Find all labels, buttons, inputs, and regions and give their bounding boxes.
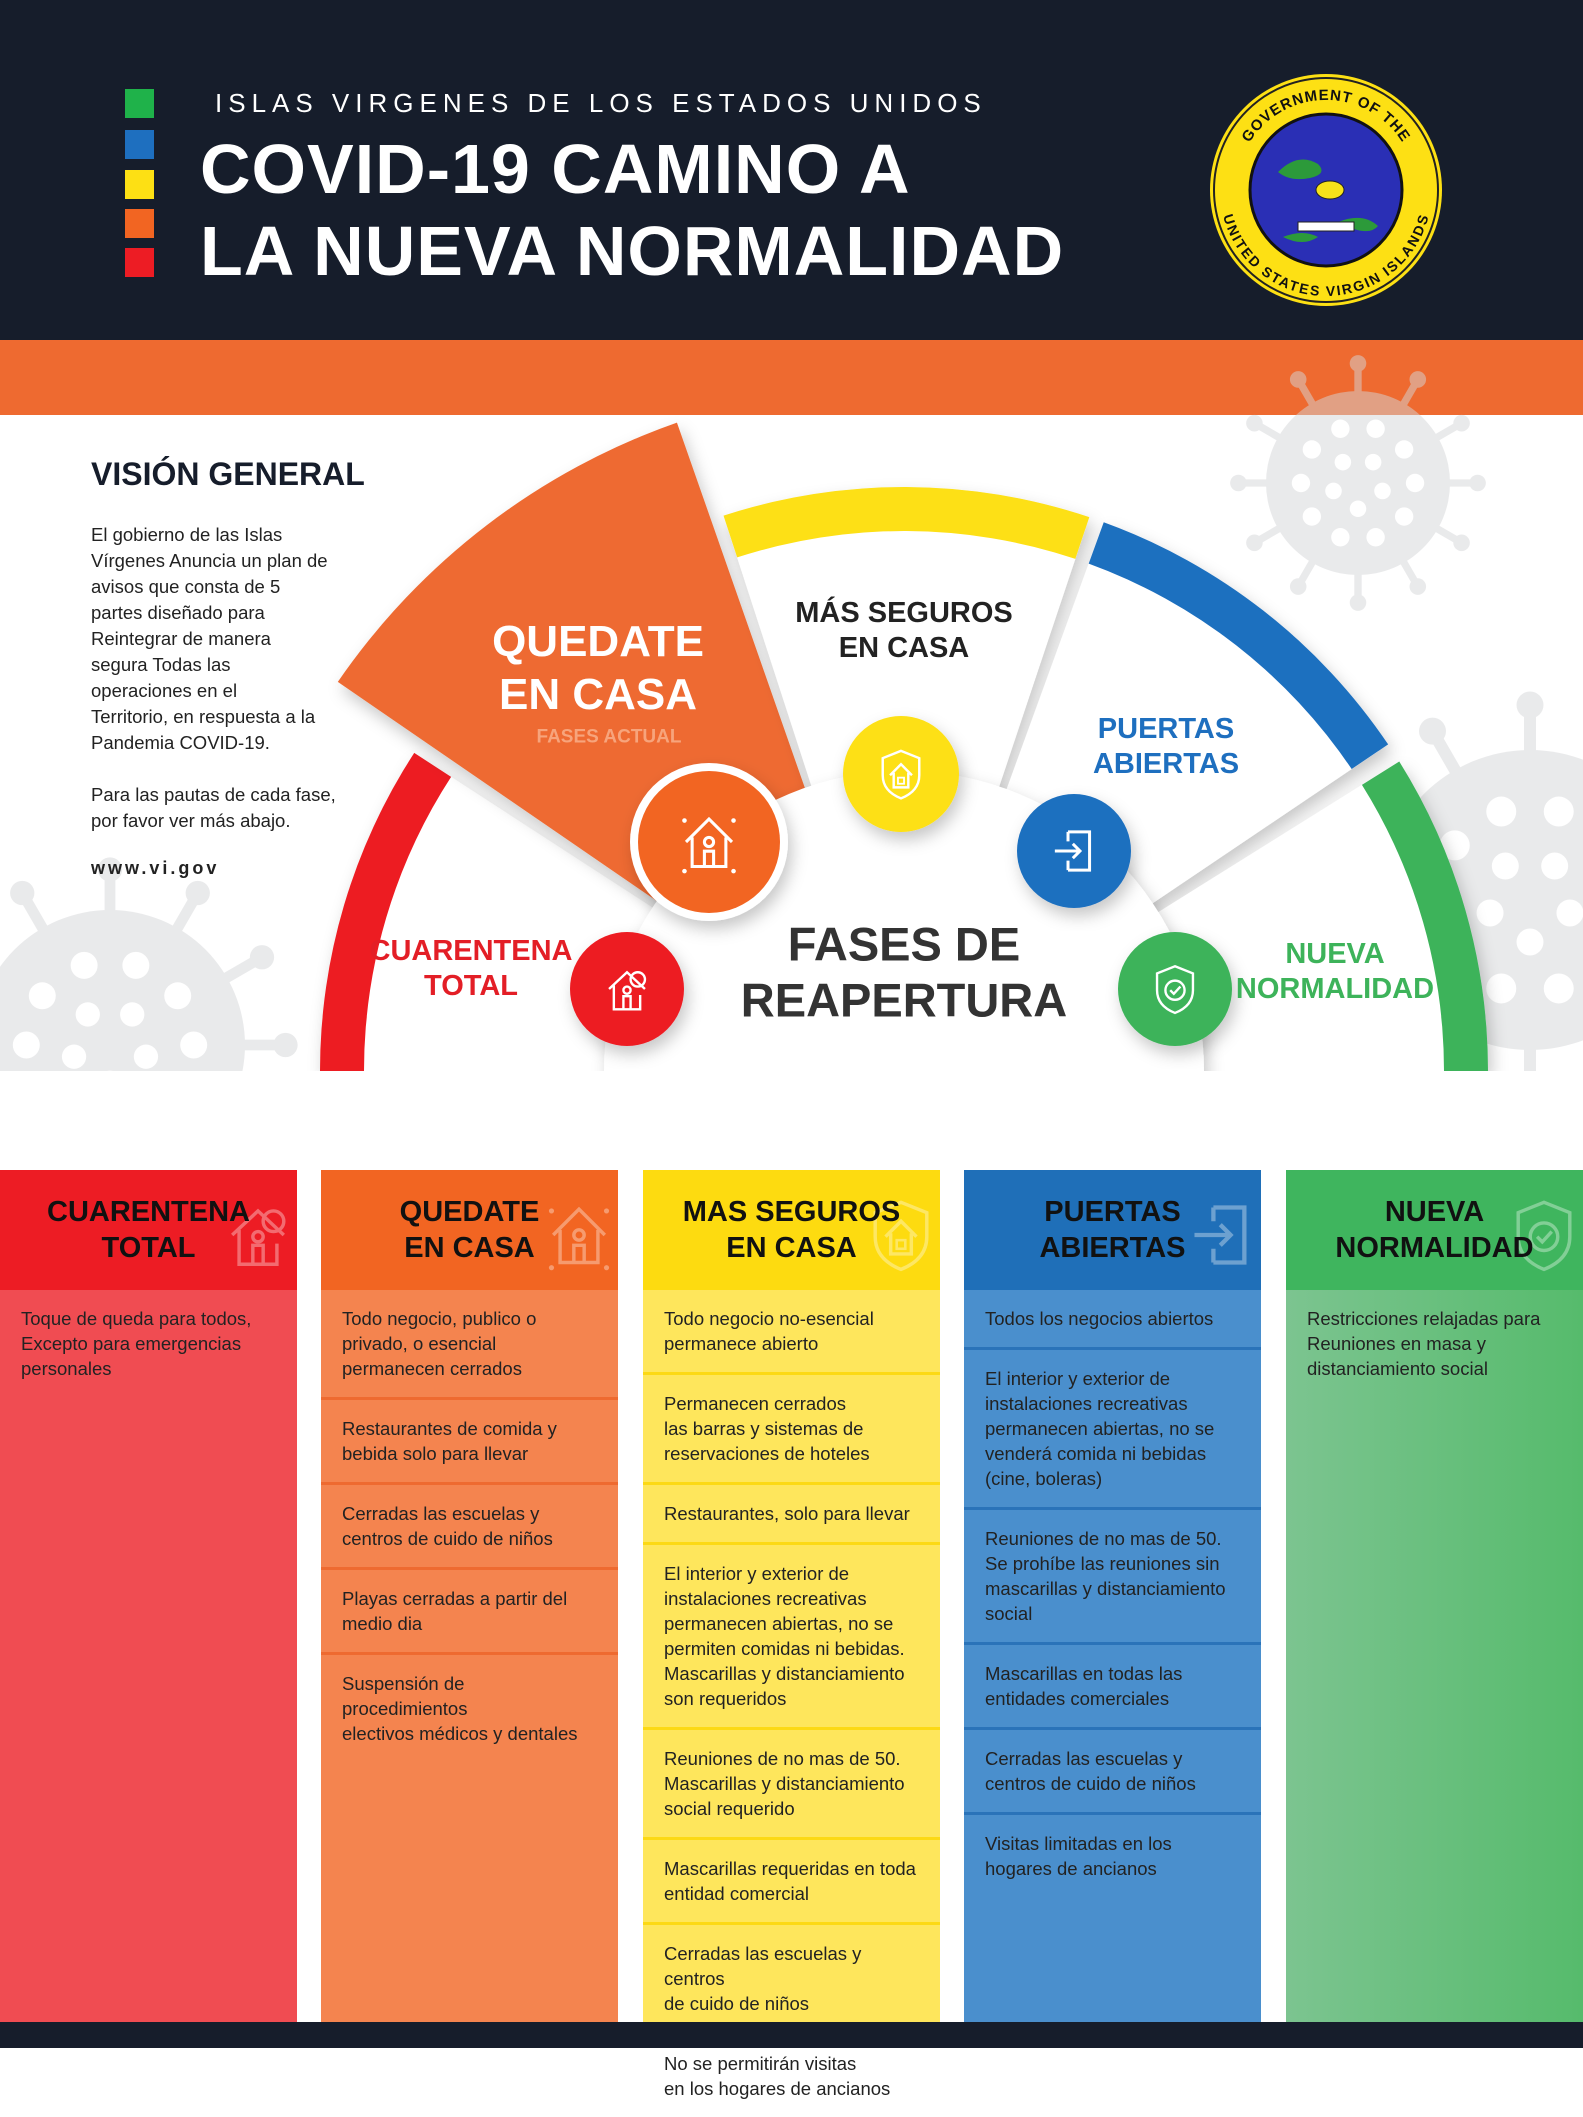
guideline-item: Cerradas las escuelas y centros de cuido… (321, 1485, 618, 1570)
phase-label-quedate: QUEDATE EN CASA (492, 616, 704, 722)
guideline-item: El interior y exterior de instalaciones … (643, 1545, 940, 1730)
column-title: NUEVA NORMALIDAD (1335, 1194, 1533, 1266)
guideline-item: Cerradas las escuelas y centros de cuido… (964, 1730, 1261, 1815)
overview-body: El gobierno de las Islas Vírgenes Anunci… (91, 522, 351, 834)
phase-label-cuarentena: CUARENTENA TOTAL (370, 934, 573, 1004)
column-header: MAS SEGUROS EN CASA (643, 1170, 940, 1290)
guideline-item: Restricciones relajadas para Reuniones e… (1286, 1290, 1583, 1397)
overview-heading: VISIÓN GENERAL (91, 456, 365, 493)
door-enter-icon (1179, 1192, 1261, 1278)
phase-label-nueva: NUEVA NORMALIDAD (1236, 937, 1434, 1007)
guideline-item: Mascarillas requeridas en toda entidad c… (643, 1840, 940, 1925)
column-title: CUARENTENA TOTAL (47, 1194, 250, 1266)
guideline-item: Reuniones de no mas de 50. Mascarillas y… (643, 1730, 940, 1840)
column-header: QUEDATE EN CASA (321, 1170, 618, 1290)
column-title: MAS SEGUROS EN CASA (683, 1194, 901, 1266)
guideline-item: Restaurantes de comida y bebida solo par… (321, 1400, 618, 1485)
house-person-icon (536, 1192, 618, 1278)
guideline-item: Playas cerradas a partir del medio dia (321, 1570, 618, 1655)
column-title: QUEDATE EN CASA (400, 1194, 540, 1266)
current-phase-badge: FASES ACTUAL (537, 727, 682, 750)
guideline-item: Todo negocio no-esencial permanece abier… (643, 1290, 940, 1375)
guideline-item: Cerradas las escuelas y centros de cuido… (643, 1925, 940, 2035)
house-person-badge[interactable] (630, 763, 788, 921)
column-title: PUERTAS ABIERTAS (1039, 1194, 1185, 1266)
shield-house-badge[interactable] (843, 716, 959, 832)
column-header: NUEVA NORMALIDAD (1286, 1170, 1583, 1290)
guideline-item: Permanecen cerrados las barras y sistema… (643, 1375, 940, 1485)
phase-label-puertas: PUERTAS ABIERTAS (1093, 712, 1239, 782)
column-header: CUARENTENA TOTAL (0, 1170, 297, 1290)
phase-column-cuarentena: CUARENTENA TOTAL Toque de queda para todo… (0, 1170, 297, 2022)
website-link[interactable]: www.vi.gov (91, 858, 219, 879)
door-enter-badge[interactable] (1017, 794, 1131, 908)
guideline-item: Todos los negocios abiertos (964, 1290, 1261, 1350)
guideline-item: Toque de queda para todos, Excepto para … (0, 1290, 297, 1397)
phase-column-puertas: PUERTAS ABIERTAS Todos los negocios abier… (964, 1170, 1261, 2022)
fan-center-title: FASES DE REAPERTURA (741, 917, 1067, 1030)
column-header: PUERTAS ABIERTAS (964, 1170, 1261, 1290)
guideline-item: Todo negocio, publico o privado, o esenc… (321, 1290, 618, 1400)
house-virus-badge[interactable] (570, 932, 684, 1046)
guideline-item: Restaurantes, solo para llevar (643, 1485, 940, 1545)
phase-column-nueva: NUEVA NORMALIDAD Restricciones relajadas … (1286, 1170, 1583, 2022)
phase-column-quedate: QUEDATE EN CASA Todo negocio, publico o p… (321, 1170, 618, 2022)
phase-label-mas-seguros: MÁS SEGUROS EN CASA (795, 596, 1013, 666)
guideline-item: Mascarillas en todas las entidades comer… (964, 1645, 1261, 1730)
virus-icon (1230, 355, 1486, 611)
guideline-item: Reuniones de no mas de 50. Se prohíbe la… (964, 1510, 1261, 1645)
guideline-item: Visitas limitadas en los hogares de anci… (964, 1815, 1261, 1897)
footer-bar (0, 2022, 1583, 2048)
phase-column-mas-seguros: MAS SEGUROS EN CASA Todo negocio no-esenc… (643, 1170, 940, 2022)
guideline-item: Suspensión de procedimientos electivos m… (321, 1655, 618, 1762)
guideline-item: El interior y exterior de instalaciones … (964, 1350, 1261, 1510)
shield-check-badge[interactable] (1118, 932, 1232, 1046)
